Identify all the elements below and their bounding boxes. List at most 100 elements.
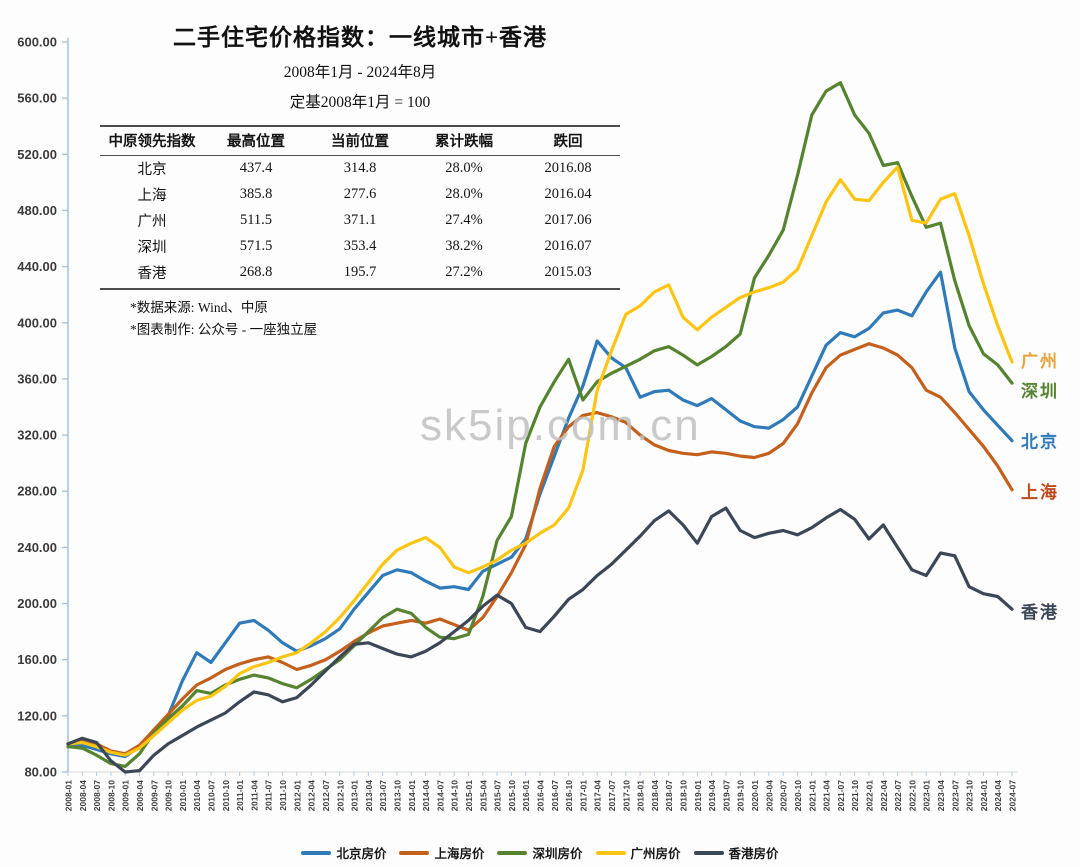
x-axis-tick-label: 2022-07: [893, 780, 903, 811]
x-axis-tick-label: 2008-01: [64, 780, 74, 811]
legend-line-swatch: [301, 850, 332, 855]
table-cell: 2016.04: [544, 186, 592, 202]
x-axis-tick-label: 2011-01: [235, 780, 245, 811]
table-column-header: 累计跌幅: [412, 125, 516, 156]
x-axis-tick-label: 2008-04: [78, 780, 88, 811]
chart-title: 二手住宅价格指数：一线城市+香港: [172, 25, 548, 50]
table-column-header: 当前位置: [308, 125, 412, 156]
series-end-label: 北京: [1021, 432, 1059, 452]
x-axis-tick-label: 2013-01: [350, 780, 360, 811]
x-axis-tick-label: 2013-10: [392, 780, 402, 811]
chart-subtitle-daterange: 2008年1月 - 2024年8月: [283, 64, 437, 81]
x-axis-tick-label: 2023-07: [950, 780, 960, 811]
table-row: 深圳 571.5 353.4 38.2% 2016.07: [100, 234, 620, 260]
x-axis-tick-label: 2015-04: [478, 780, 488, 811]
x-axis-tick-label: 2017-07: [607, 780, 617, 811]
table-header-row: 中原领先指数 最高位置 当前位置 累计跌幅 跌回: [100, 125, 620, 156]
table-cell: 2015.03: [516, 260, 620, 290]
table-cell: 2016.08: [544, 160, 592, 176]
chart-legend: 北京房价 上海房价 深圳房价 广州房价 香港房价: [0, 843, 1080, 862]
x-axis-tick-label: 2019-01: [693, 780, 703, 811]
x-axis-tick-label: 2020-07: [779, 780, 789, 811]
y-axis-tick-label: 80.00: [24, 765, 57, 780]
x-axis-tick-label: 2008-10: [106, 780, 116, 811]
x-axis-tick-label: 2018-01: [636, 780, 646, 811]
table-cell: 437.4: [239, 160, 273, 176]
table-column-header: 最高位置: [204, 125, 308, 156]
legend-line-swatch: [497, 850, 528, 855]
x-axis-tick-label: 2014-01: [407, 780, 417, 811]
table-cell: 371.1: [343, 212, 377, 228]
series-line-上海: [66, 342, 1014, 756]
table-cell: 上海: [137, 188, 167, 204]
x-axis-tick-label: 2024-01: [979, 780, 989, 811]
y-axis-tick-label: 240.00: [17, 540, 57, 555]
legend-line-swatch: [693, 850, 724, 855]
table-cell: 广州: [137, 214, 167, 230]
x-axis-tick-label: 2009-07: [149, 780, 159, 811]
x-axis-tick-label: 2021-01: [807, 780, 817, 811]
x-axis-tick-label: 2011-04: [249, 780, 259, 811]
table-cell: 28.0%: [445, 186, 483, 202]
x-axis-tick-label: 2022-10: [907, 780, 917, 811]
x-axis-tick-label: 2008-07: [92, 780, 102, 811]
y-axis-tick-label: 280.00: [17, 484, 57, 499]
x-axis-tick-label: 2020-01: [750, 780, 760, 811]
x-axis-tick-label: 2010-01: [178, 780, 188, 811]
legend-item: 深圳房价: [497, 843, 583, 862]
x-axis-tick-label: 2012-07: [321, 780, 331, 811]
legend-line-swatch: [595, 850, 626, 855]
x-axis-tick-label: 2014-10: [450, 780, 460, 811]
chart-subtitle-baseline: 定基2008年1月 = 100: [289, 94, 431, 111]
x-axis-tick-label: 2012-01: [292, 780, 302, 811]
y-axis-tick-label: 200.00: [17, 596, 57, 611]
table-cell: 香港: [100, 260, 204, 290]
chart-header: 二手住宅价格指数：一线城市+香港 2008年1月 - 2024年8月 定基200…: [70, 18, 650, 342]
table-cell: 571.5: [239, 238, 273, 254]
series-end-label: 上海: [1021, 482, 1059, 502]
x-axis-tick-label: 2022-01: [864, 780, 874, 811]
table-cell: 28.0%: [445, 160, 483, 176]
x-axis-tick-label: 2009-04: [135, 780, 145, 811]
y-axis-tick-label: 560.00: [17, 91, 57, 106]
x-axis-tick-label: 2009-01: [121, 780, 131, 811]
legend-item: 广州房价: [595, 843, 681, 862]
x-axis-tick-label: 2021-10: [850, 780, 860, 811]
y-axis-tick-label: 400.00: [17, 315, 57, 330]
x-axis-tick-label: 2016-01: [521, 780, 531, 811]
x-axis-tick-label: 2021-07: [836, 780, 846, 811]
footnote-chart-maker: *图表制作: 公众号 - 一座独立屋: [130, 322, 318, 338]
table-cell: 353.4: [343, 238, 377, 254]
table-column-header: 中原领先指数: [100, 125, 204, 156]
table-cell: 314.8: [343, 160, 377, 176]
x-axis-tick-label: 2023-04: [936, 780, 946, 811]
table-row: 上海 385.8 277.6 28.0% 2016.04: [100, 182, 620, 208]
legend-label: 上海房价: [434, 847, 485, 861]
table-cell: 385.8: [239, 186, 273, 202]
y-axis-tick-label: 160.00: [17, 652, 57, 667]
table-cell: 2016.07: [544, 238, 592, 254]
y-axis-tick-label: 440.00: [17, 259, 57, 274]
x-axis-tick-label: 2013-04: [364, 780, 374, 811]
x-axis-tick-label: 2019-10: [736, 780, 746, 811]
x-axis-tick-label: 2015-10: [507, 780, 517, 811]
legend-line-swatch: [399, 850, 430, 855]
legend-item: 香港房价: [693, 843, 779, 862]
table-cell: 511.5: [239, 212, 273, 228]
x-axis-tick-label: 2023-01: [922, 780, 932, 811]
x-axis-tick-label: 2024-04: [993, 780, 1003, 811]
x-axis-tick-label: 2017-10: [621, 780, 631, 811]
series-end-label: 深圳: [1021, 381, 1059, 401]
legend-label: 深圳房价: [532, 847, 583, 861]
x-axis-tick-label: 2012-10: [335, 780, 345, 811]
y-axis-tick-label: 520.00: [17, 147, 57, 162]
y-axis-tick-label: 360.00: [17, 371, 57, 386]
y-axis-tick-label: 600.00: [17, 35, 57, 50]
x-axis-tick-label: 2020-04: [764, 780, 774, 811]
x-axis-tick-label: 2024-07: [1008, 780, 1018, 811]
x-axis-tick-label: 2016-04: [536, 780, 546, 811]
table-cell: 27.2%: [412, 260, 516, 290]
x-axis-tick-label: 2015-07: [493, 780, 503, 811]
x-axis-tick-label: 2010-04: [192, 780, 202, 811]
